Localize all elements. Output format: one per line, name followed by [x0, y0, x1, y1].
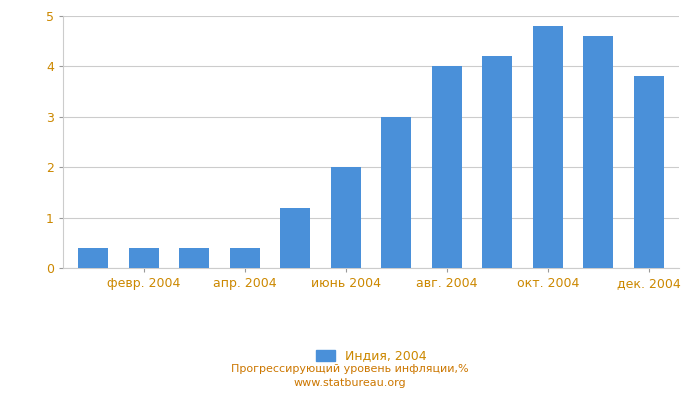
Bar	[330, 167, 361, 268]
Bar	[230, 248, 260, 268]
Bar	[78, 248, 108, 268]
Bar	[280, 208, 310, 268]
Bar	[634, 76, 664, 268]
Bar	[381, 117, 412, 268]
Bar	[179, 248, 209, 268]
Bar	[583, 36, 613, 268]
Legend: Индия, 2004: Индия, 2004	[311, 344, 431, 368]
Bar	[129, 248, 159, 268]
Bar	[533, 26, 563, 268]
Text: Прогрессирующий уровень инфляции,%
www.statbureau.org: Прогрессирующий уровень инфляции,% www.s…	[231, 364, 469, 388]
Bar	[432, 66, 462, 268]
Bar	[482, 56, 512, 268]
